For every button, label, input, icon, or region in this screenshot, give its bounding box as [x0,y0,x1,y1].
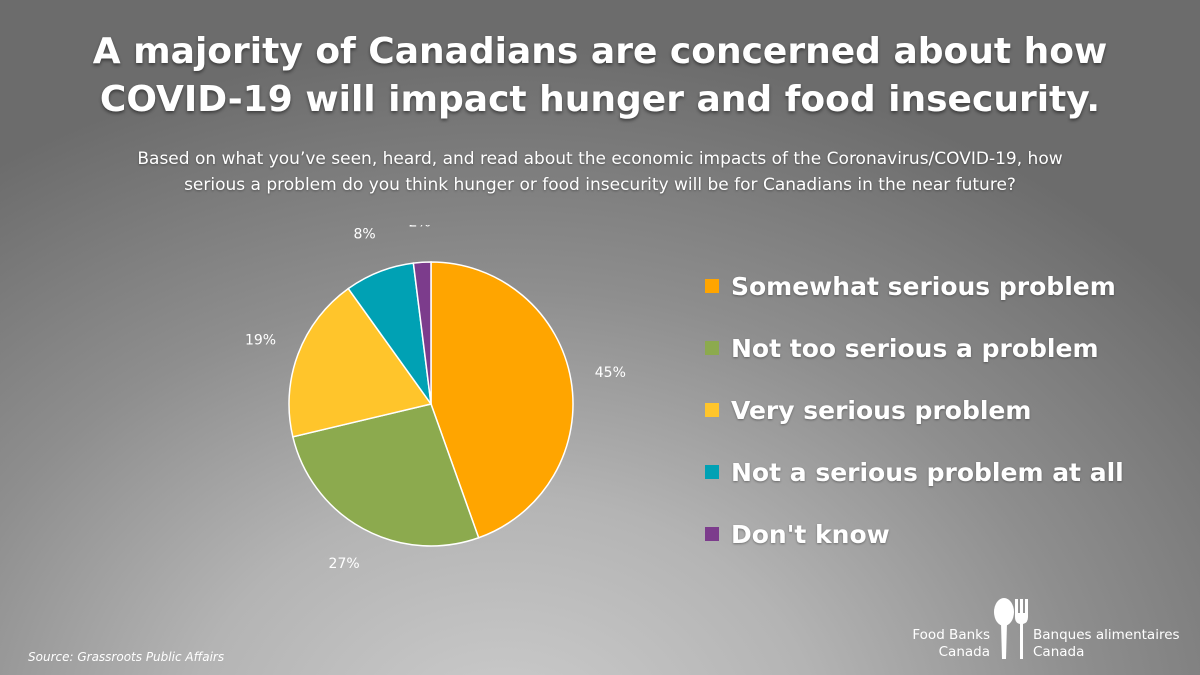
legend-swatch [705,403,719,417]
logo-fr-line-2: Canada [1033,644,1085,660]
legend-label: Not too serious a problem [731,333,1099,363]
legend-label: Very serious problem [731,395,1032,425]
survey-question: Based on what you’ve seen, heard, and re… [30,146,1170,198]
source-note: Source: Grassroots Public Affairs [28,650,225,664]
logo-en-line-1: Food Banks [912,627,990,643]
subtitle-line-1: Based on what you’ve seen, heard, and re… [137,149,1063,169]
legend-swatch [705,279,719,293]
legend-label: Not a serious problem at all [731,457,1124,487]
logo-fr-line-1: Banques alimentaires [1033,627,1180,643]
legend-item-somewhat-serious-problem: Somewhat serious problem [705,255,1185,317]
food-banks-canada-logo: Food Banks Canada Banques alimentaires C… [905,597,1190,667]
legend-item-don-t-know: Don't know [705,503,1185,565]
legend-item-very-serious-problem: Very serious problem [705,379,1185,441]
data-label-not-a-serious-problem-at-all: 8% [354,227,376,243]
data-label-very-serious-problem: 19% [245,332,276,348]
data-label-don-t-know: 2% [409,225,431,230]
logo-text-fr: Banques alimentaires Canada [1033,627,1193,661]
page-title: A majority of Canadians are concerned ab… [0,28,1200,124]
title-line-2: COVID-19 will impact hunger and food ins… [99,79,1101,120]
legend-label: Somewhat serious problem [731,271,1116,301]
pie-chart: 45% 27% 19% 8% 2% [245,225,626,572]
data-label-not-too-serious-a-problem: 27% [329,556,360,572]
chart-legend: Somewhat serious problem Not too serious … [705,255,1185,565]
pie-slice-don-t-know [412,261,432,405]
legend-label: Don't know [731,519,890,549]
legend-item-not-too-serious-a-problem: Not too serious a problem [705,317,1185,379]
legend-swatch [705,341,719,355]
legend-swatch [705,527,719,541]
subtitle-line-2: serious a problem do you think hunger or… [184,175,1016,195]
logo-en-line-2: Canada [938,644,990,660]
legend-item-not-a-serious-problem-at-all: Not a serious problem at all [705,441,1185,503]
title-line-1: A majority of Canadians are concerned ab… [92,31,1108,72]
spoon-fork-icon [994,598,1028,659]
pie-slice-not-too-serious-a-problem [291,403,480,547]
logo-text-en: Food Banks Canada [905,627,990,661]
pie-slice-very-serious-problem [288,287,433,438]
legend-swatch [705,465,719,479]
data-label-somewhat-serious-problem: 45% [595,365,626,381]
pie-slice-somewhat-serious-problem [430,261,574,539]
